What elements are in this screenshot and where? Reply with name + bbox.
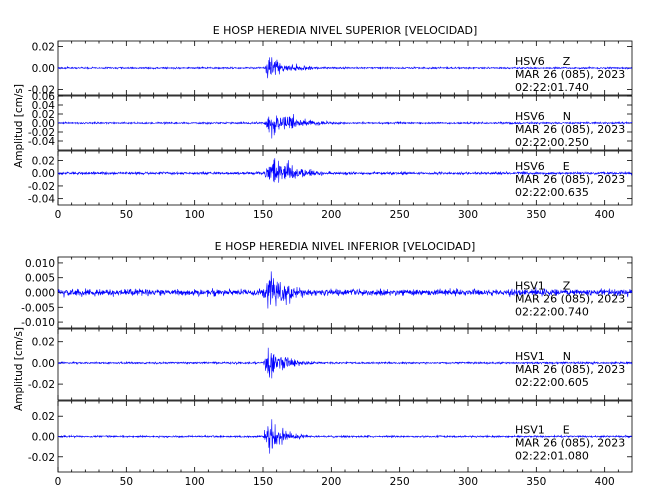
start-time: 02:22:00.635 <box>515 186 589 199</box>
record-date: MAR 26 (085), 2023 <box>515 123 625 136</box>
station-code: HSV1 <box>515 350 545 363</box>
component-code: E <box>563 160 570 173</box>
x-tick-label: 50 <box>120 476 133 488</box>
station-label: HSV1 E <box>515 424 570 437</box>
y-tick-label: 0.04 <box>32 100 56 112</box>
station-code: HSV1 <box>515 424 545 437</box>
station-label: HSV6 E <box>515 160 570 173</box>
chart-title-inferior: E HOSP HEREDIA NIVEL INFERIOR [VELOCIDAD… <box>215 240 476 253</box>
component-code: E <box>563 424 570 437</box>
x-tick-label: 0 <box>55 476 62 488</box>
station-label: HSV6 Z <box>515 55 571 68</box>
y-tick-label: 0.000 <box>25 288 55 300</box>
x-tick-label: 100 <box>185 209 205 221</box>
y-tick-label: 0.02 <box>32 156 55 168</box>
x-tick-label: 150 <box>253 476 273 488</box>
record-date: MAR 26 (085), 2023 <box>515 173 625 186</box>
x-tick-label: 250 <box>390 209 410 221</box>
x-tick-label: 0 <box>55 209 62 221</box>
y-tick-label: -0.02 <box>28 181 55 193</box>
y-axis-label-superior: Amplitud [cm/s] <box>13 84 25 168</box>
y-tick-label: -0.04 <box>28 194 55 206</box>
x-tick-label: 400 <box>595 209 615 221</box>
x-tick-label: 400 <box>595 476 615 488</box>
y-tick-label: 0.02 <box>32 41 55 53</box>
y-tick-label: -0.02 <box>28 85 55 97</box>
station-label: HSV1 N <box>515 350 571 363</box>
y-tick-label: 0.02 <box>32 411 55 423</box>
component-code: Z <box>563 280 571 293</box>
start-time: 02:22:00.605 <box>515 376 589 389</box>
x-tick-label: 300 <box>458 209 478 221</box>
station-code: HSV6 <box>515 160 545 173</box>
station-code: HSV6 <box>515 110 545 123</box>
y-tick-label: 0.00 <box>32 168 55 180</box>
y-tick-label: 0.00 <box>32 432 55 444</box>
y-tick-label: 0.010 <box>25 258 55 270</box>
y-tick-label: -0.02 <box>28 452 55 464</box>
x-tick-label: 200 <box>321 209 341 221</box>
trace-fig1-hsv1-n <box>57 347 633 379</box>
y-tick-label: 0.005 <box>25 273 55 285</box>
y-tick-label: -0.04 <box>28 136 55 148</box>
y-tick-label: 0.02 <box>32 109 55 121</box>
station-code: HSV6 <box>515 55 545 68</box>
y-tick-label: 0.00 <box>32 63 55 75</box>
y-tick-label: -0.010 <box>21 317 55 329</box>
record-date: MAR 26 (085), 2023 <box>515 293 625 306</box>
x-tick-label: 200 <box>321 476 341 488</box>
y-tick-label: 0.00 <box>32 118 55 130</box>
x-tick-label: 350 <box>526 476 546 488</box>
x-tick-label: 50 <box>120 209 133 221</box>
y-tick-label: 0.00 <box>32 358 55 370</box>
chart-title-superior: E HOSP HEREDIA NIVEL SUPERIOR [VELOCIDAD… <box>213 24 478 37</box>
trace-fig0-hsv6-e <box>57 158 633 183</box>
y-tick-label: -0.02 <box>28 127 55 139</box>
record-date: MAR 26 (085), 2023 <box>515 437 625 450</box>
station-label: HSV6 N <box>515 110 571 123</box>
x-tick-label: 350 <box>526 209 546 221</box>
y-tick-label: -0.005 <box>21 302 55 314</box>
x-tick-label: 250 <box>390 476 410 488</box>
component-code: Z <box>563 55 571 68</box>
x-tick-label: 150 <box>253 209 273 221</box>
start-time: 02:22:00.740 <box>515 306 589 319</box>
start-time: 02:22:01.740 <box>515 81 589 94</box>
component-code: N <box>563 350 571 363</box>
start-time: 02:22:00.250 <box>515 136 589 149</box>
trace-fig0-hsv6-z <box>57 57 632 79</box>
record-date: MAR 26 (085), 2023 <box>515 363 625 376</box>
trace-fig1-hsv1-e <box>57 419 633 454</box>
station-code: HSV1 <box>515 280 545 293</box>
record-date: MAR 26 (085), 2023 <box>515 68 625 81</box>
y-axis-label-inferior: Amplitud [cm/s] <box>13 327 25 411</box>
start-time: 02:22:01.080 <box>515 450 589 463</box>
trace-fig1-hsv1-z <box>57 271 633 309</box>
y-tick-label: 0.02 <box>32 337 55 349</box>
station-label: HSV1 Z <box>515 280 571 293</box>
y-tick-label: 0.06 <box>32 91 56 103</box>
y-tick-label: -0.02 <box>28 379 55 391</box>
x-tick-label: 100 <box>185 476 205 488</box>
trace-fig0-hsv6-n <box>58 113 633 139</box>
component-code: N <box>563 110 571 123</box>
x-tick-label: 300 <box>458 476 478 488</box>
